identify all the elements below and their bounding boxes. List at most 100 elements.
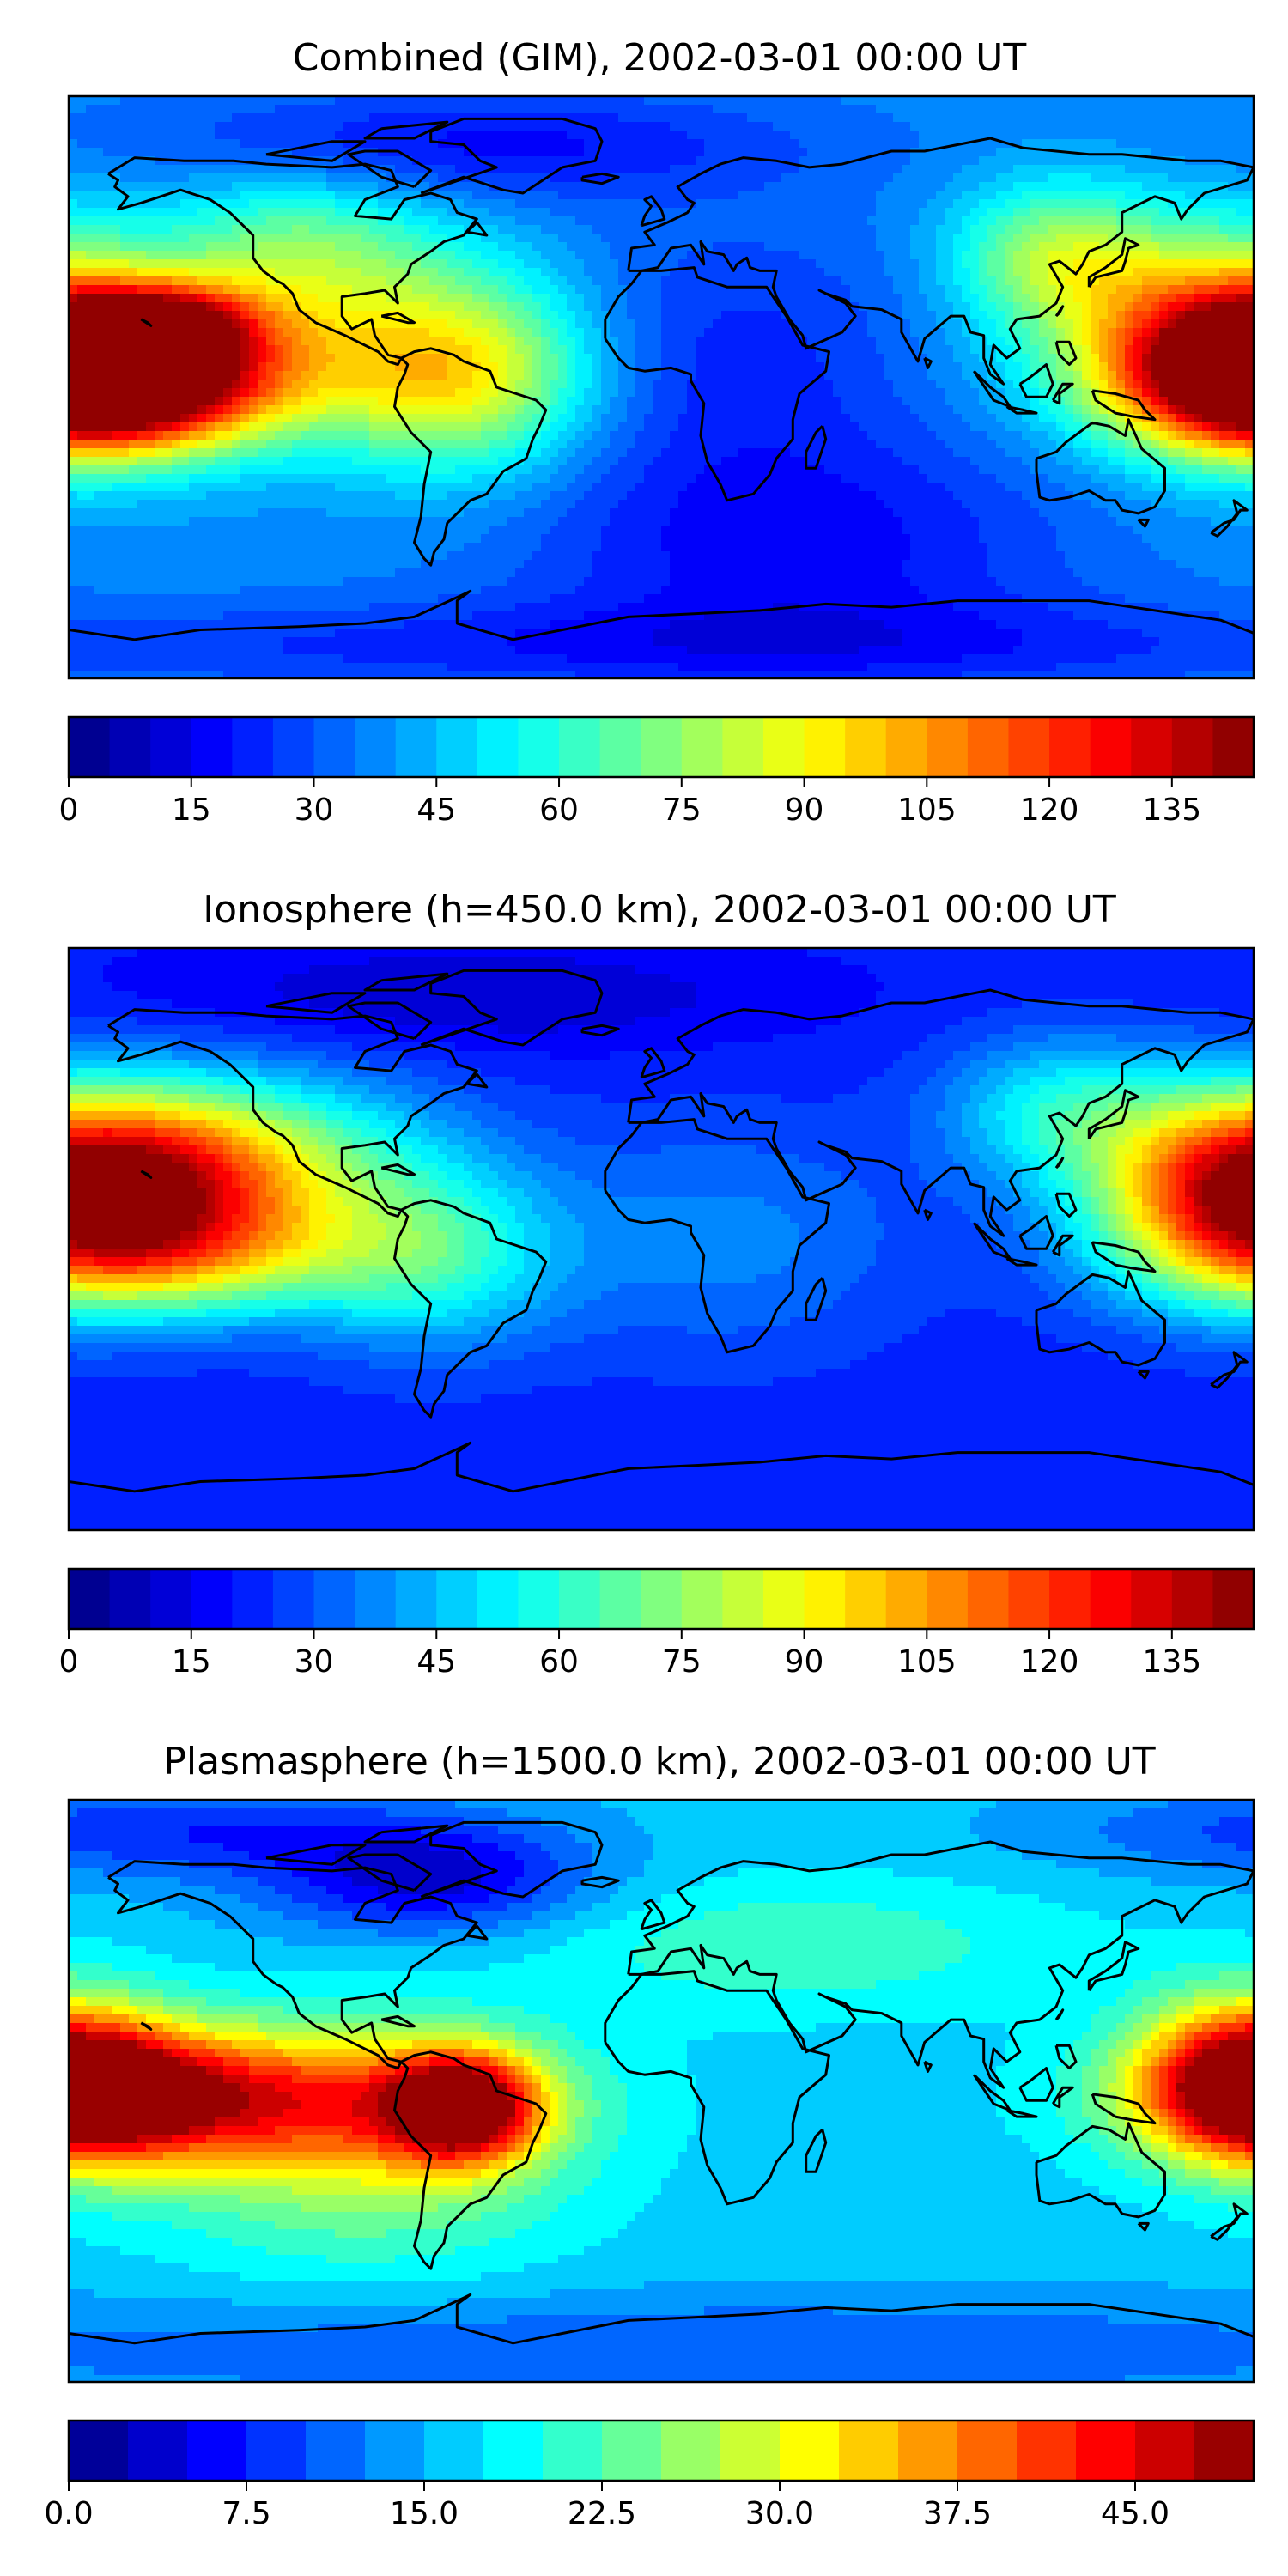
field-cell xyxy=(1159,388,1254,398)
field-cell xyxy=(936,380,971,389)
field-cell xyxy=(678,500,885,509)
field-cell xyxy=(481,1137,516,1146)
field-cell xyxy=(1185,671,1254,678)
field-cell xyxy=(1091,1214,1100,1224)
field-cell xyxy=(541,2186,585,2196)
field-cell xyxy=(369,1343,473,1352)
field-cell xyxy=(1125,371,1134,380)
field-cell xyxy=(1073,337,1083,346)
field-cell xyxy=(1168,2075,1177,2084)
field-cell xyxy=(1168,2057,1177,2067)
field-cell xyxy=(1142,371,1151,380)
field-cell xyxy=(1185,448,1203,458)
field-cell xyxy=(1022,276,1031,286)
field-cell xyxy=(481,2023,516,2032)
field-cell xyxy=(970,1826,1100,1835)
field-cell xyxy=(309,345,327,355)
field-cell xyxy=(987,1163,1014,1172)
field-cell xyxy=(1133,2040,1143,2050)
field-cell xyxy=(137,2032,155,2041)
field-cell xyxy=(498,285,516,295)
map-frame xyxy=(67,94,1255,680)
field-cell xyxy=(301,405,327,415)
field-cell xyxy=(69,2049,164,2058)
field-cell xyxy=(266,302,284,312)
field-cell xyxy=(1159,551,1254,561)
field-cell xyxy=(910,1111,937,1121)
field-cell xyxy=(507,431,525,440)
field-cell xyxy=(996,345,1014,355)
field-cell xyxy=(472,1154,507,1163)
field-cell xyxy=(1151,2092,1160,2101)
field-cell xyxy=(524,508,568,518)
field-cell xyxy=(120,96,336,106)
field-cell xyxy=(1194,2195,1254,2204)
field-cell xyxy=(275,2126,353,2136)
field-cell xyxy=(1185,483,1246,492)
coastlines xyxy=(69,1820,1254,2345)
field-cell xyxy=(1116,1326,1160,1335)
field-cell xyxy=(335,319,447,329)
map-frame xyxy=(67,1798,1255,2384)
field-cell xyxy=(1048,474,1091,483)
field-cell xyxy=(1048,431,1066,440)
field-cell xyxy=(507,2160,516,2170)
field-cell xyxy=(584,577,671,586)
field-cell xyxy=(1048,603,1169,612)
field-cell xyxy=(1056,2092,1083,2101)
field-cell xyxy=(412,1180,439,1189)
field-cell xyxy=(996,285,1014,295)
field-cell xyxy=(1099,319,1117,329)
field-cell xyxy=(1151,2066,1160,2075)
coastline xyxy=(1137,1370,1150,1380)
field-cell xyxy=(1125,1154,1143,1163)
field-cell xyxy=(1005,268,1014,277)
field-cell xyxy=(1168,1111,1194,1121)
field-cell xyxy=(876,1197,954,1206)
field-cell xyxy=(69,1085,164,1095)
field-cell xyxy=(558,414,576,423)
field-cell xyxy=(412,1085,465,1095)
field-cell xyxy=(129,259,336,269)
field-cell xyxy=(1108,1283,1126,1292)
field-cell xyxy=(215,1188,224,1198)
field-cell xyxy=(1211,1300,1237,1309)
field-cell xyxy=(481,276,507,286)
field-cell xyxy=(575,2117,593,2127)
field-cell xyxy=(1151,1180,1160,1189)
field-cell xyxy=(550,2092,559,2101)
colorbar-segment xyxy=(967,1569,1010,1629)
field-cell xyxy=(249,380,258,389)
field-cell xyxy=(558,285,576,295)
field-cell xyxy=(386,1128,404,1138)
field-cell xyxy=(361,1094,396,1103)
field-cell xyxy=(438,1145,465,1155)
field-cell xyxy=(1151,543,1254,552)
field-cell xyxy=(180,414,190,423)
field-cell xyxy=(69,534,482,544)
field-cell xyxy=(610,328,636,337)
field-cell xyxy=(876,191,937,200)
field-cell xyxy=(258,1197,276,1206)
field-cell xyxy=(936,1068,963,1078)
field-cell xyxy=(550,1343,885,1352)
field-cell xyxy=(69,2075,224,2084)
field-cell xyxy=(343,1257,396,1267)
field-cell xyxy=(996,173,1048,183)
field-cell xyxy=(884,1223,980,1232)
colorbar-segment xyxy=(1212,717,1255,777)
field-cell xyxy=(1065,1240,1083,1249)
field-cell xyxy=(507,1223,525,1232)
field-cell xyxy=(447,1120,482,1129)
colorbar-segment xyxy=(436,717,478,777)
field-cell xyxy=(550,1851,593,1861)
field-cell xyxy=(335,1326,482,1335)
field-cell xyxy=(69,1309,207,1318)
field-cell xyxy=(962,414,997,423)
field-cell xyxy=(1125,448,1143,458)
field-cell xyxy=(1133,354,1143,363)
field-cell xyxy=(953,1154,980,1163)
field-cell xyxy=(249,362,258,372)
field-cell xyxy=(507,362,525,372)
